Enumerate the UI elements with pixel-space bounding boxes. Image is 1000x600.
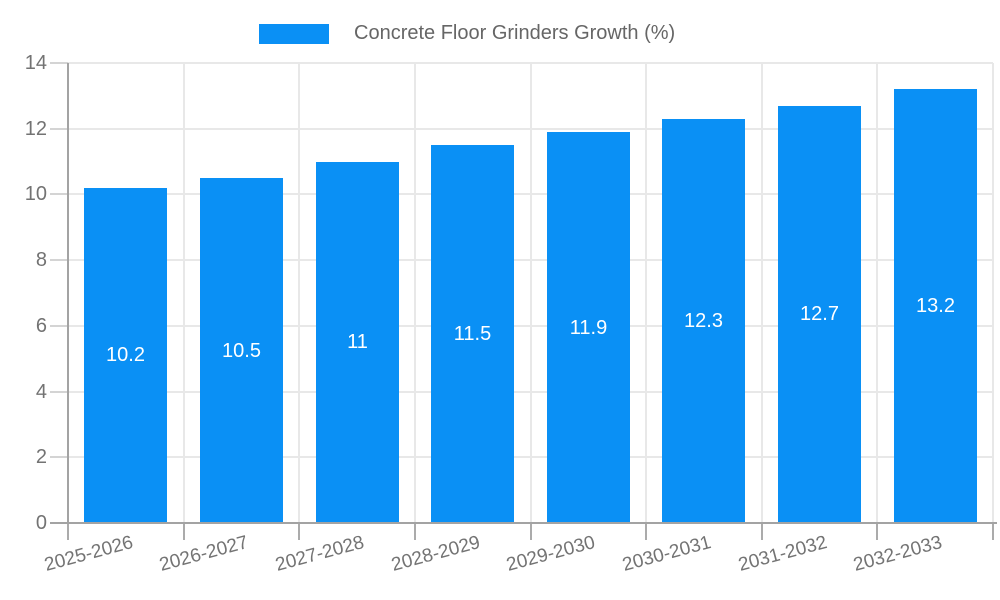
y-axis-tick-mark (50, 127, 68, 130)
y-axis-tick-label: 10 (24, 183, 47, 206)
x-axis-tick-mark (298, 524, 301, 540)
vertical-gridline (182, 63, 185, 523)
bar (662, 118, 745, 522)
bar (547, 132, 630, 522)
y-axis-tick-label: 8 (35, 249, 47, 272)
bar-value-label: 11.9 (569, 317, 608, 339)
x-axis-tick-mark (992, 524, 994, 540)
bar (84, 187, 167, 522)
y-axis-line (67, 63, 69, 524)
vertical-gridline (760, 63, 763, 523)
vertical-gridline (645, 63, 648, 523)
bar-value-label: 11 (347, 331, 368, 353)
vertical-gridline (992, 63, 994, 523)
x-axis-tick-mark (645, 524, 648, 540)
vertical-gridline (298, 63, 301, 523)
y-axis-tick-label: 12 (24, 117, 47, 140)
y-axis-tick-mark (50, 390, 68, 393)
bar-value-label: 12.7 (800, 303, 839, 325)
x-axis-line (50, 522, 997, 524)
y-axis-tick-label: 6 (35, 314, 47, 337)
x-axis-tick-mark (67, 524, 69, 540)
y-axis-tick-label: 14 (24, 52, 47, 74)
x-axis-tick-mark (876, 524, 879, 540)
vertical-gridline (876, 63, 879, 523)
y-axis-tick-mark (50, 456, 68, 459)
bar (778, 105, 861, 522)
y-axis-tick-label: 0 (35, 512, 47, 534)
y-axis-tick-mark (50, 324, 68, 327)
legend-item[interactable]: Concrete Floor Grinders Growth (%) (259, 22, 675, 45)
vertical-gridline (529, 63, 532, 523)
y-axis-tick-label: 2 (35, 446, 47, 469)
legend-color-swatch (259, 23, 329, 44)
x-axis-tick-mark (182, 524, 185, 540)
x-axis-tick-mark (529, 524, 532, 540)
bar-value-label: 13.2 (916, 295, 955, 317)
y-axis-tick-label: 4 (35, 380, 47, 403)
y-axis-tick-mark (50, 193, 68, 196)
bar (894, 89, 977, 522)
x-axis-tick-mark (760, 524, 763, 540)
bar-value-label: 10.5 (222, 340, 261, 362)
bar-value-label: 10.2 (106, 344, 145, 366)
y-axis-tick-mark (50, 259, 68, 262)
x-axis-tick-mark (413, 524, 416, 540)
bar (200, 178, 283, 522)
legend-label: Concrete Floor Grinders Growth (%) (354, 22, 676, 44)
bar (431, 145, 514, 522)
bar (316, 161, 399, 522)
bar-value-label: 11.5 (453, 323, 492, 345)
y-axis-tick-mark (50, 62, 68, 64)
bar-value-label: 12.3 (684, 310, 723, 332)
vertical-gridline (413, 63, 416, 523)
